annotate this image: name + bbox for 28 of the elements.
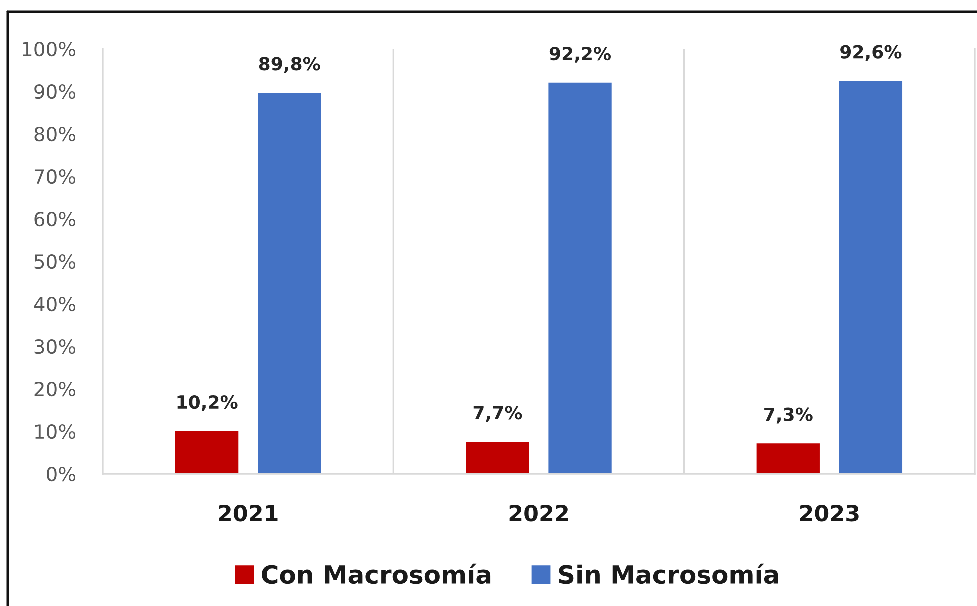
y-tick-label: 60% xyxy=(34,212,76,227)
legend-label: Sin Macrosomía xyxy=(559,564,778,584)
legend-label: Con Macrosomía xyxy=(262,564,491,584)
y-tick-label: 40% xyxy=(34,296,76,312)
data-label: 7,3% xyxy=(764,408,813,424)
data-label: 7,7% xyxy=(474,406,522,422)
y-tick-label: 30% xyxy=(34,339,76,354)
x-tick-label: 2022 xyxy=(510,504,568,522)
bar xyxy=(174,430,240,474)
bar xyxy=(547,81,614,474)
y-tick-label: 20% xyxy=(34,382,76,397)
y-tick-label: 0% xyxy=(47,466,76,482)
data-label: 89,8% xyxy=(259,57,320,74)
bar xyxy=(838,80,904,474)
y-tick-label: 100% xyxy=(23,42,76,57)
data-label: 92,6% xyxy=(840,45,902,62)
data-label: 10,2% xyxy=(178,395,238,412)
x-tick-label: 2021 xyxy=(219,504,278,522)
bar xyxy=(256,92,323,474)
data-label: 92,2% xyxy=(550,46,612,63)
bar xyxy=(464,440,531,474)
y-tick-label: 90% xyxy=(34,84,76,100)
y-tick-label: 50% xyxy=(34,254,76,270)
x-tick-label: 2023 xyxy=(800,504,859,522)
y-tick-label: 80% xyxy=(34,126,76,142)
y-tick-label: 10% xyxy=(36,424,76,440)
bar xyxy=(755,442,822,474)
y-tick-label: 70% xyxy=(34,169,76,184)
